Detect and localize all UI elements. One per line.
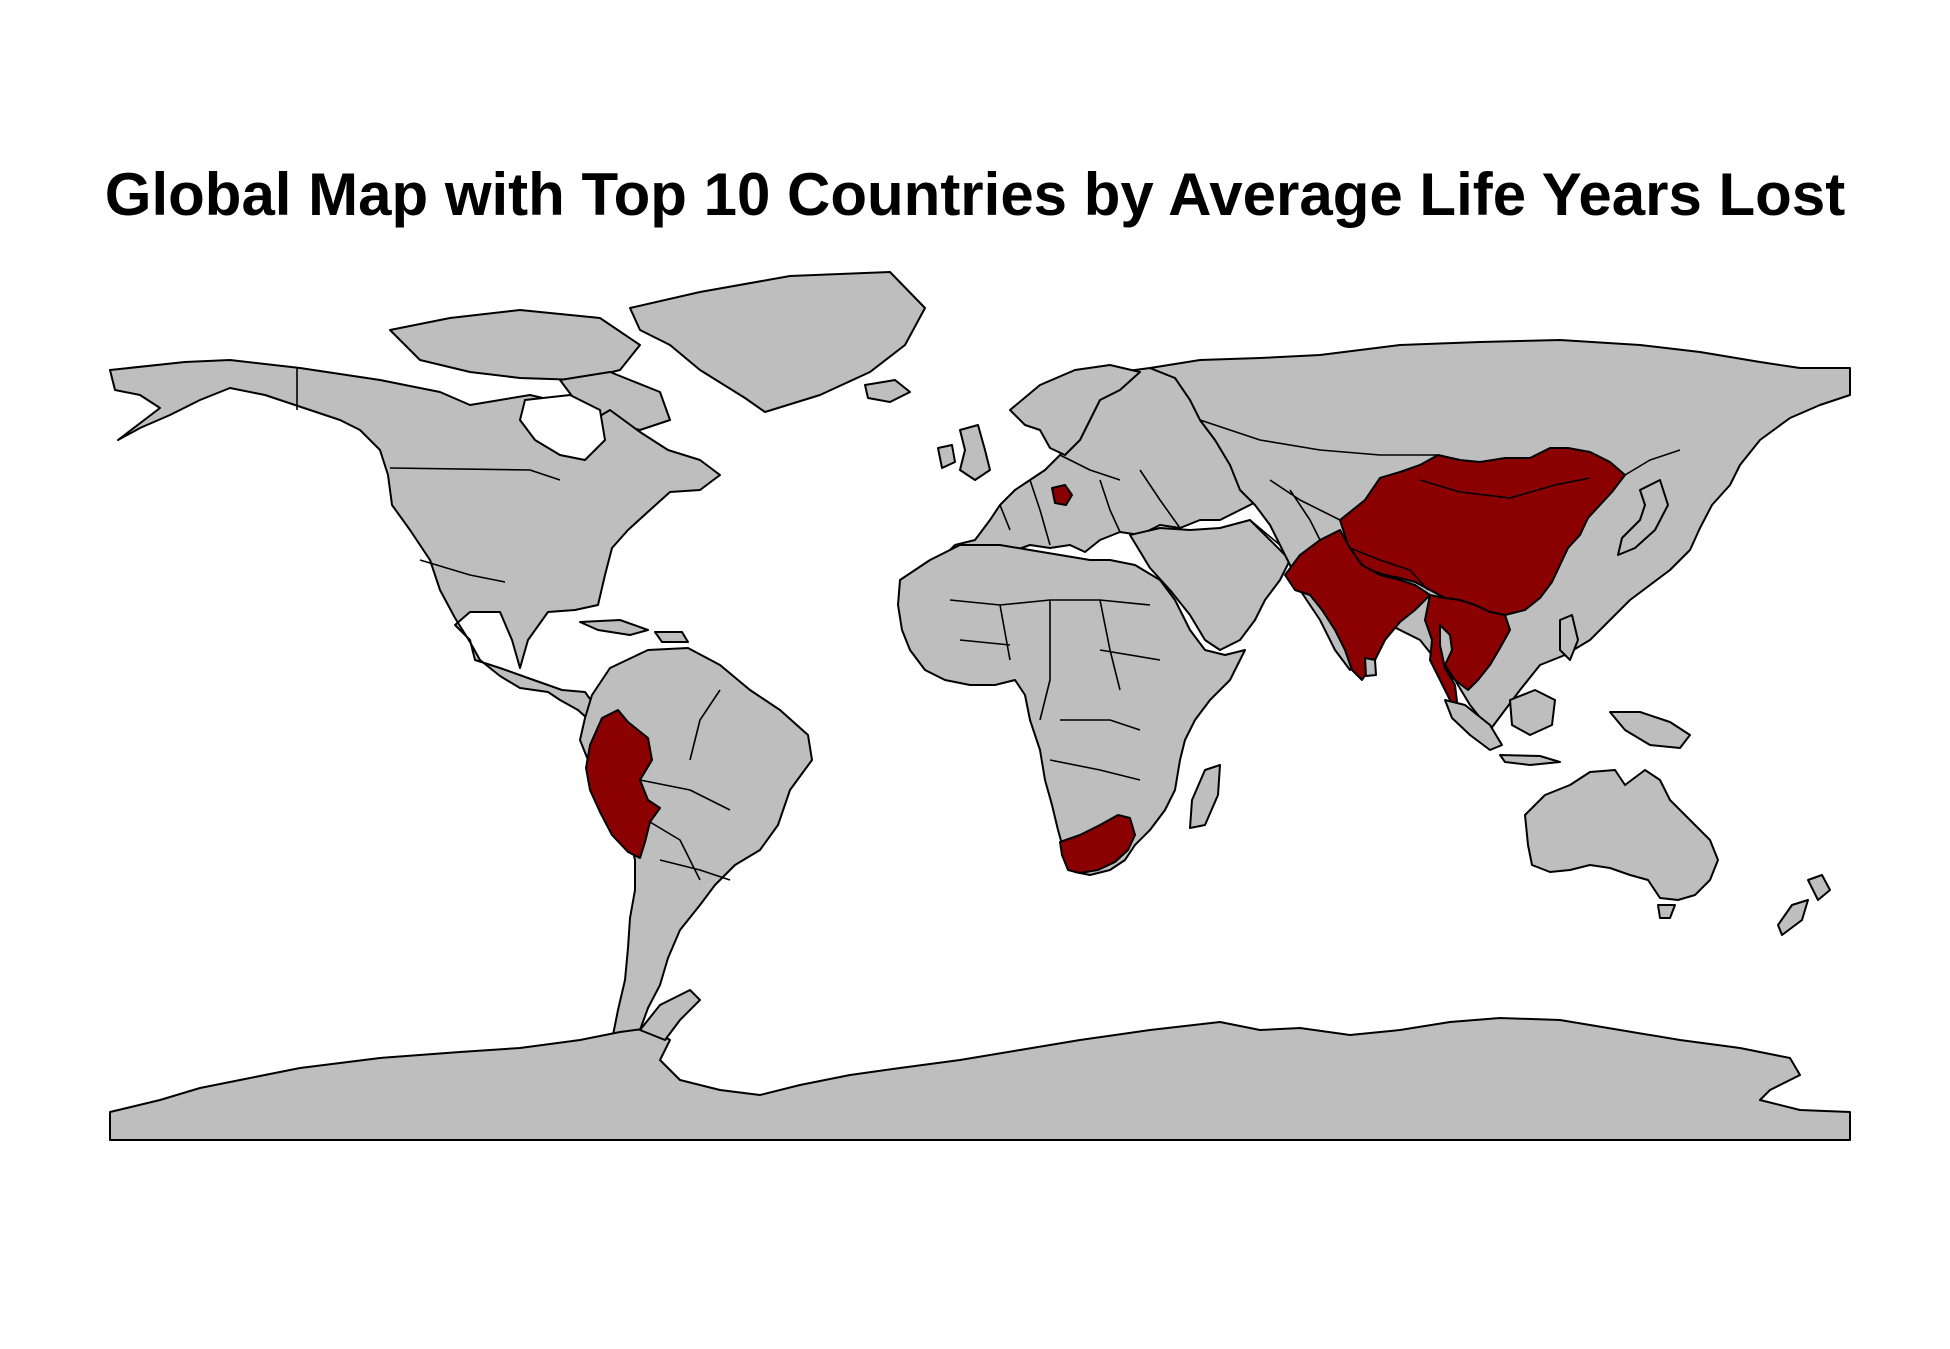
land-scandinavia xyxy=(1009,364,1141,456)
country-serbia xyxy=(1051,484,1073,506)
land-africa xyxy=(897,544,1246,876)
land-middle-east xyxy=(1129,519,1291,651)
land-greenland xyxy=(629,271,926,413)
land-australia xyxy=(1524,769,1719,901)
water-hudson-bay xyxy=(518,393,607,462)
land-sri-lanka xyxy=(1364,657,1377,677)
land-borneo xyxy=(1509,689,1556,736)
country-indochina xyxy=(1424,594,1511,711)
land-sumatra xyxy=(1444,699,1503,751)
land-hispaniola xyxy=(654,631,689,643)
border-china-mongolia xyxy=(1419,477,1591,499)
land-antarctic-peninsula xyxy=(639,989,701,1041)
border-europe xyxy=(999,454,1181,546)
land-iceland xyxy=(864,379,911,403)
border-asia xyxy=(1199,419,1681,546)
country-china xyxy=(1339,447,1626,616)
land-tasmania xyxy=(1657,904,1676,919)
land-antarctica xyxy=(109,1017,1851,1141)
country-peru xyxy=(585,709,661,859)
country-south-africa xyxy=(1059,814,1136,874)
country-india xyxy=(1284,529,1431,681)
land-madagascar xyxy=(1189,764,1221,829)
land-ireland xyxy=(937,444,956,469)
country-borders xyxy=(296,368,1681,881)
land-java xyxy=(1499,754,1561,766)
border-africa xyxy=(949,599,1161,781)
land-new-guinea xyxy=(1609,711,1691,749)
border-us-mexico xyxy=(419,559,506,583)
land-great-britain xyxy=(959,424,991,481)
land-layer xyxy=(109,271,1851,1141)
land-philippines xyxy=(1559,614,1579,661)
land-japan xyxy=(1617,479,1669,556)
border-south-america xyxy=(639,689,731,881)
map-title: Global Map with Top 10 Countries by Aver… xyxy=(104,161,1846,228)
land-new-zealand-south xyxy=(1777,899,1809,936)
land-new-zealand xyxy=(1807,874,1831,901)
land-cuba xyxy=(579,619,649,636)
border-us-canada xyxy=(389,467,561,481)
border-india-china xyxy=(1349,547,1429,591)
land-arctic-islands xyxy=(389,309,641,381)
